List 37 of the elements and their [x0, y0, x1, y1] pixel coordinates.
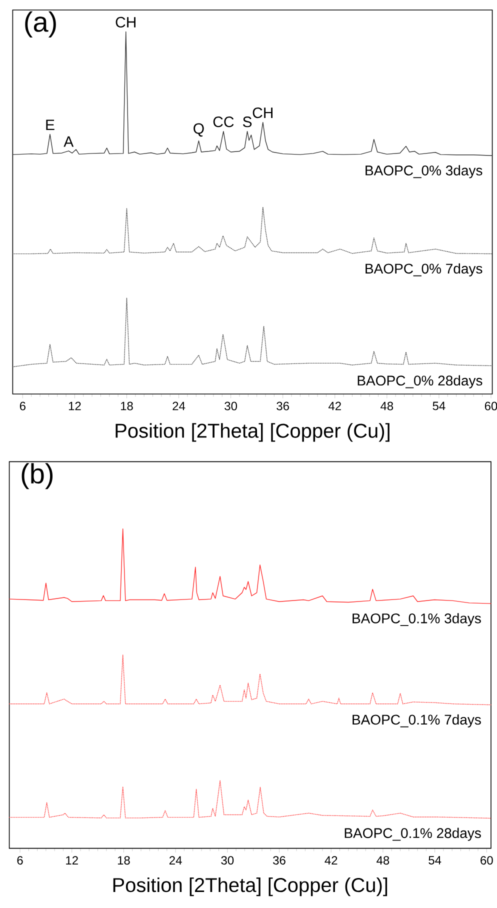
series-label: BAOPC_0.1% 3days — [352, 613, 481, 626]
x-tick-label: 24 — [169, 856, 182, 864]
chart-title: (a) — [25, 11, 56, 38]
x-tick-label: 54 — [432, 402, 446, 410]
annotation: E — [46, 120, 54, 130]
x-tick-label: 6 — [17, 856, 23, 865]
x-tick-label: 42 — [328, 402, 341, 410]
x-tick-label: 60 — [480, 856, 493, 865]
x-tick-label: 54 — [428, 856, 442, 864]
x-tick-label: 18 — [120, 402, 133, 410]
annotation: A — [64, 136, 74, 147]
annotation: CH — [116, 16, 136, 28]
x-tick-label: 42 — [324, 856, 338, 864]
annotation: CH — [252, 107, 272, 118]
annotation: Q — [194, 123, 204, 137]
x-tick-label: 12 — [66, 856, 78, 864]
x-axis-title: Position [2Theta] [Copper (Cu)] — [116, 423, 390, 442]
series-label: BAOPC_0% 28days — [358, 375, 482, 388]
x-tick-label: 6 — [20, 402, 26, 410]
annotation: CC — [213, 116, 234, 128]
series-label: BAOPC_0.1% 7days — [352, 714, 481, 728]
x-tick-label: 30 — [224, 402, 238, 410]
x-tick-label: 36 — [273, 856, 286, 865]
x-axis-title: Position [2Theta] [Copper (Cu)] — [113, 877, 388, 896]
x-tick-label: 48 — [376, 856, 390, 865]
chart-title: (b) — [22, 463, 53, 490]
series-label: BAOPC_0% 7days — [366, 263, 482, 276]
annotation: S — [242, 116, 252, 128]
x-tick-label: 48 — [380, 402, 394, 410]
x-tick-label: 36 — [276, 402, 289, 410]
x-tick-label: 12 — [68, 402, 81, 410]
x-tick-label: 60 — [484, 402, 497, 410]
series-label: BAOPC_0% 3days — [366, 165, 482, 178]
series-label: BAOPC_0.1% 28days — [344, 828, 481, 841]
x-tick-label: 24 — [172, 402, 186, 410]
x-tick-label: 30 — [221, 856, 234, 865]
x-tick-label: 18 — [118, 856, 130, 865]
